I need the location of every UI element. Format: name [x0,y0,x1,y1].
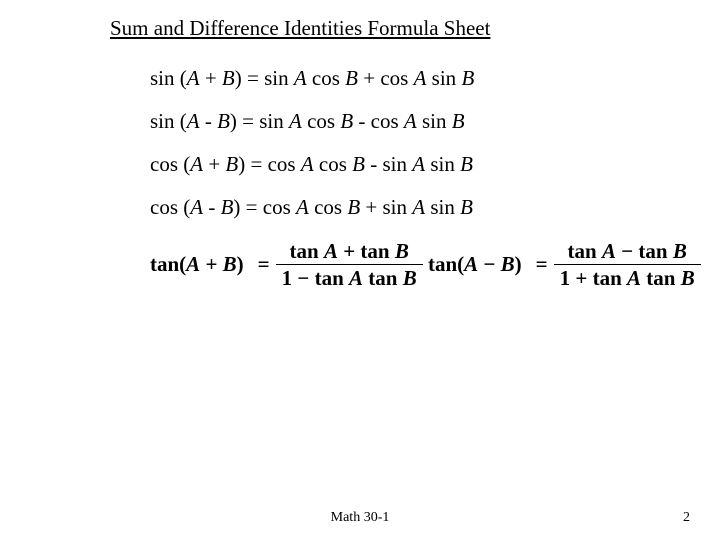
var: B [217,109,230,133]
var: B [223,252,237,276]
denominator: 1 − tan A tan B [276,264,423,291]
var: A [412,195,425,219]
var: B [225,152,238,176]
page: Sum and Difference Identities Formula Sh… [0,0,720,540]
text: ) = cos [233,195,296,219]
text: sin [425,195,460,219]
var: B [347,195,360,219]
var: A [187,109,200,133]
equals: = [536,252,548,277]
formula-cos-diff: cos (A - B) = cos A cos B + sin A sin B [150,195,701,220]
text: cos ( [150,152,190,176]
var: B [460,152,473,176]
var: A [289,109,302,133]
text: cos ( [150,195,190,219]
text: tan( [150,252,186,276]
numerator: tan A + tan B [276,238,423,264]
text: + [200,252,222,276]
formula-tan-sum: tan(A + B) = tan A + tan B 1 − tan A tan… [150,238,423,291]
var: A [294,66,307,90]
text: + sin [360,195,412,219]
text: - sin [365,152,412,176]
page-title: Sum and Difference Identities Formula Sh… [110,16,490,41]
text: sin [425,152,460,176]
footer-page-number: 2 [683,510,690,526]
text: - [200,109,218,133]
formula-block: sin (A + B) = sin A cos B + cos A sin B … [150,66,701,307]
var: B [461,66,474,90]
var: B [340,109,353,133]
text: − [478,252,500,276]
var: A [414,66,427,90]
text: ) = cos [238,152,301,176]
text: + cos [358,66,414,90]
text: - cos [353,109,404,133]
fraction: tan A − tan B 1 + tan A tan B [554,238,701,291]
text: + [203,152,225,176]
var: A [412,152,425,176]
var: B [222,66,235,90]
formula-tan-diff: tan(A − B) = tan A − tan B 1 + tan A tan… [428,238,701,291]
text: + tan [338,239,395,263]
text: - [203,195,221,219]
var: B [460,195,473,219]
var: A [464,252,478,276]
var: B [452,109,465,133]
text: tan [568,239,602,263]
text: sin [426,66,461,90]
var: A [187,66,200,90]
var: A [186,252,200,276]
numerator: tan A − tan B [554,238,701,264]
formula-sin-sum: sin (A + B) = sin A cos B + cos A sin B [150,66,701,91]
var: A [190,152,203,176]
text: ) [515,252,522,276]
text: 1 + tan [560,266,627,290]
footer-course: Math 30-1 [0,510,720,526]
text: tan( [428,252,464,276]
var: A [349,266,363,290]
var: A [602,239,616,263]
var: B [403,266,417,290]
text: tan [363,266,403,290]
lhs: tan(A + B) [150,252,244,277]
var: A [627,266,641,290]
var: B [673,239,687,263]
text: + [200,66,222,90]
formula-cos-sum: cos (A + B) = cos A cos B - sin A sin B [150,152,701,177]
text: tan [290,239,324,263]
equals: = [258,252,270,277]
var: A [296,195,309,219]
var: B [352,152,365,176]
text: cos [302,109,341,133]
text: 1 − tan [282,266,349,290]
denominator: 1 + tan A tan B [554,264,701,291]
text: ) = sin [235,66,294,90]
text: sin [417,109,452,133]
var: A [301,152,314,176]
text: sin ( [150,109,187,133]
text: cos [309,195,348,219]
text: ) = sin [230,109,289,133]
var: B [221,195,234,219]
text: cos [314,152,353,176]
text: − tan [616,239,673,263]
var: A [404,109,417,133]
var: A [190,195,203,219]
formula-sin-diff: sin (A - B) = sin A cos B - cos A sin B [150,109,701,134]
text: tan [641,266,681,290]
lhs: tan(A − B) [428,252,522,277]
var: B [681,266,695,290]
text: ) [237,252,244,276]
text: cos [307,66,346,90]
var: A [324,239,338,263]
var: B [345,66,358,90]
text: sin ( [150,66,187,90]
fraction: tan A + tan B 1 − tan A tan B [276,238,423,291]
var: B [395,239,409,263]
var: B [501,252,515,276]
